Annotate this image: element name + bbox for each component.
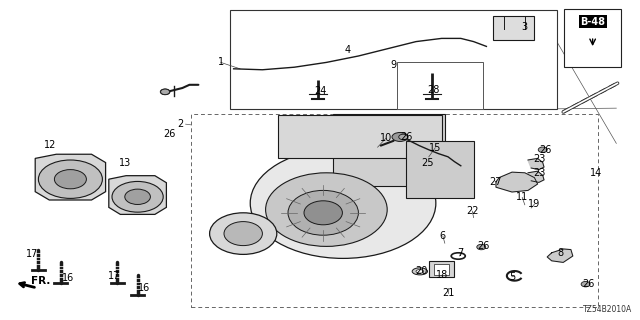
Text: 4: 4 xyxy=(344,44,351,55)
Text: 9: 9 xyxy=(390,60,396,70)
Text: 8: 8 xyxy=(557,248,563,258)
Ellipse shape xyxy=(125,189,150,204)
Ellipse shape xyxy=(399,134,408,140)
Text: 26: 26 xyxy=(477,241,490,252)
Ellipse shape xyxy=(416,269,424,273)
Bar xyxy=(429,261,454,277)
Text: 3: 3 xyxy=(522,22,528,32)
Text: 21: 21 xyxy=(442,288,454,298)
Bar xyxy=(564,9,621,67)
Bar xyxy=(333,114,445,186)
Text: 20: 20 xyxy=(415,266,428,276)
Ellipse shape xyxy=(160,89,170,95)
Bar xyxy=(406,141,474,198)
Ellipse shape xyxy=(112,181,163,212)
Text: 10: 10 xyxy=(380,133,392,143)
Text: 19: 19 xyxy=(528,199,541,209)
Text: 14: 14 xyxy=(590,168,603,178)
Ellipse shape xyxy=(477,244,486,250)
Text: 23: 23 xyxy=(533,154,546,164)
Text: FR.: FR. xyxy=(31,276,50,286)
Ellipse shape xyxy=(266,173,387,246)
Ellipse shape xyxy=(288,190,358,235)
Ellipse shape xyxy=(581,282,590,287)
Text: 6: 6 xyxy=(440,231,446,241)
Text: 24: 24 xyxy=(314,85,326,96)
Ellipse shape xyxy=(161,89,170,95)
Bar xyxy=(493,16,534,40)
Text: 13: 13 xyxy=(118,157,131,168)
Text: 2: 2 xyxy=(177,119,184,129)
PathPatch shape xyxy=(109,176,166,214)
Bar xyxy=(434,264,449,275)
Text: 25: 25 xyxy=(421,158,434,168)
Text: 28: 28 xyxy=(428,84,440,95)
Ellipse shape xyxy=(54,170,86,189)
Text: 17: 17 xyxy=(108,271,120,281)
Polygon shape xyxy=(528,158,544,170)
Ellipse shape xyxy=(210,213,277,254)
Ellipse shape xyxy=(250,148,436,259)
Text: 1: 1 xyxy=(218,57,224,68)
Bar xyxy=(230,10,557,109)
Text: 22: 22 xyxy=(466,206,479,216)
Bar xyxy=(278,115,442,158)
Polygon shape xyxy=(528,171,544,182)
Ellipse shape xyxy=(38,160,102,198)
Ellipse shape xyxy=(538,147,547,153)
Text: 11: 11 xyxy=(516,192,529,203)
Bar xyxy=(397,62,483,109)
Text: 26: 26 xyxy=(400,132,413,142)
Ellipse shape xyxy=(412,268,428,275)
Text: 18: 18 xyxy=(435,269,448,280)
Ellipse shape xyxy=(392,132,408,141)
Text: 16: 16 xyxy=(138,283,150,293)
Text: TZ54B2010A: TZ54B2010A xyxy=(583,305,632,314)
Text: 27: 27 xyxy=(490,177,502,187)
Text: 12: 12 xyxy=(44,140,57,150)
Text: 17: 17 xyxy=(26,249,38,260)
Ellipse shape xyxy=(224,221,262,246)
Text: 26: 26 xyxy=(163,129,175,140)
Text: 26: 26 xyxy=(539,145,552,155)
Text: 5: 5 xyxy=(509,272,515,282)
Text: B-48: B-48 xyxy=(580,17,605,27)
Ellipse shape xyxy=(304,201,342,225)
Text: 15: 15 xyxy=(429,143,442,153)
Polygon shape xyxy=(547,249,573,262)
Text: 26: 26 xyxy=(582,279,595,289)
Text: 23: 23 xyxy=(533,168,546,178)
Text: 7: 7 xyxy=(458,248,464,258)
Bar xyxy=(191,114,598,307)
PathPatch shape xyxy=(35,154,106,200)
Text: 16: 16 xyxy=(62,273,75,283)
Polygon shape xyxy=(496,172,538,192)
